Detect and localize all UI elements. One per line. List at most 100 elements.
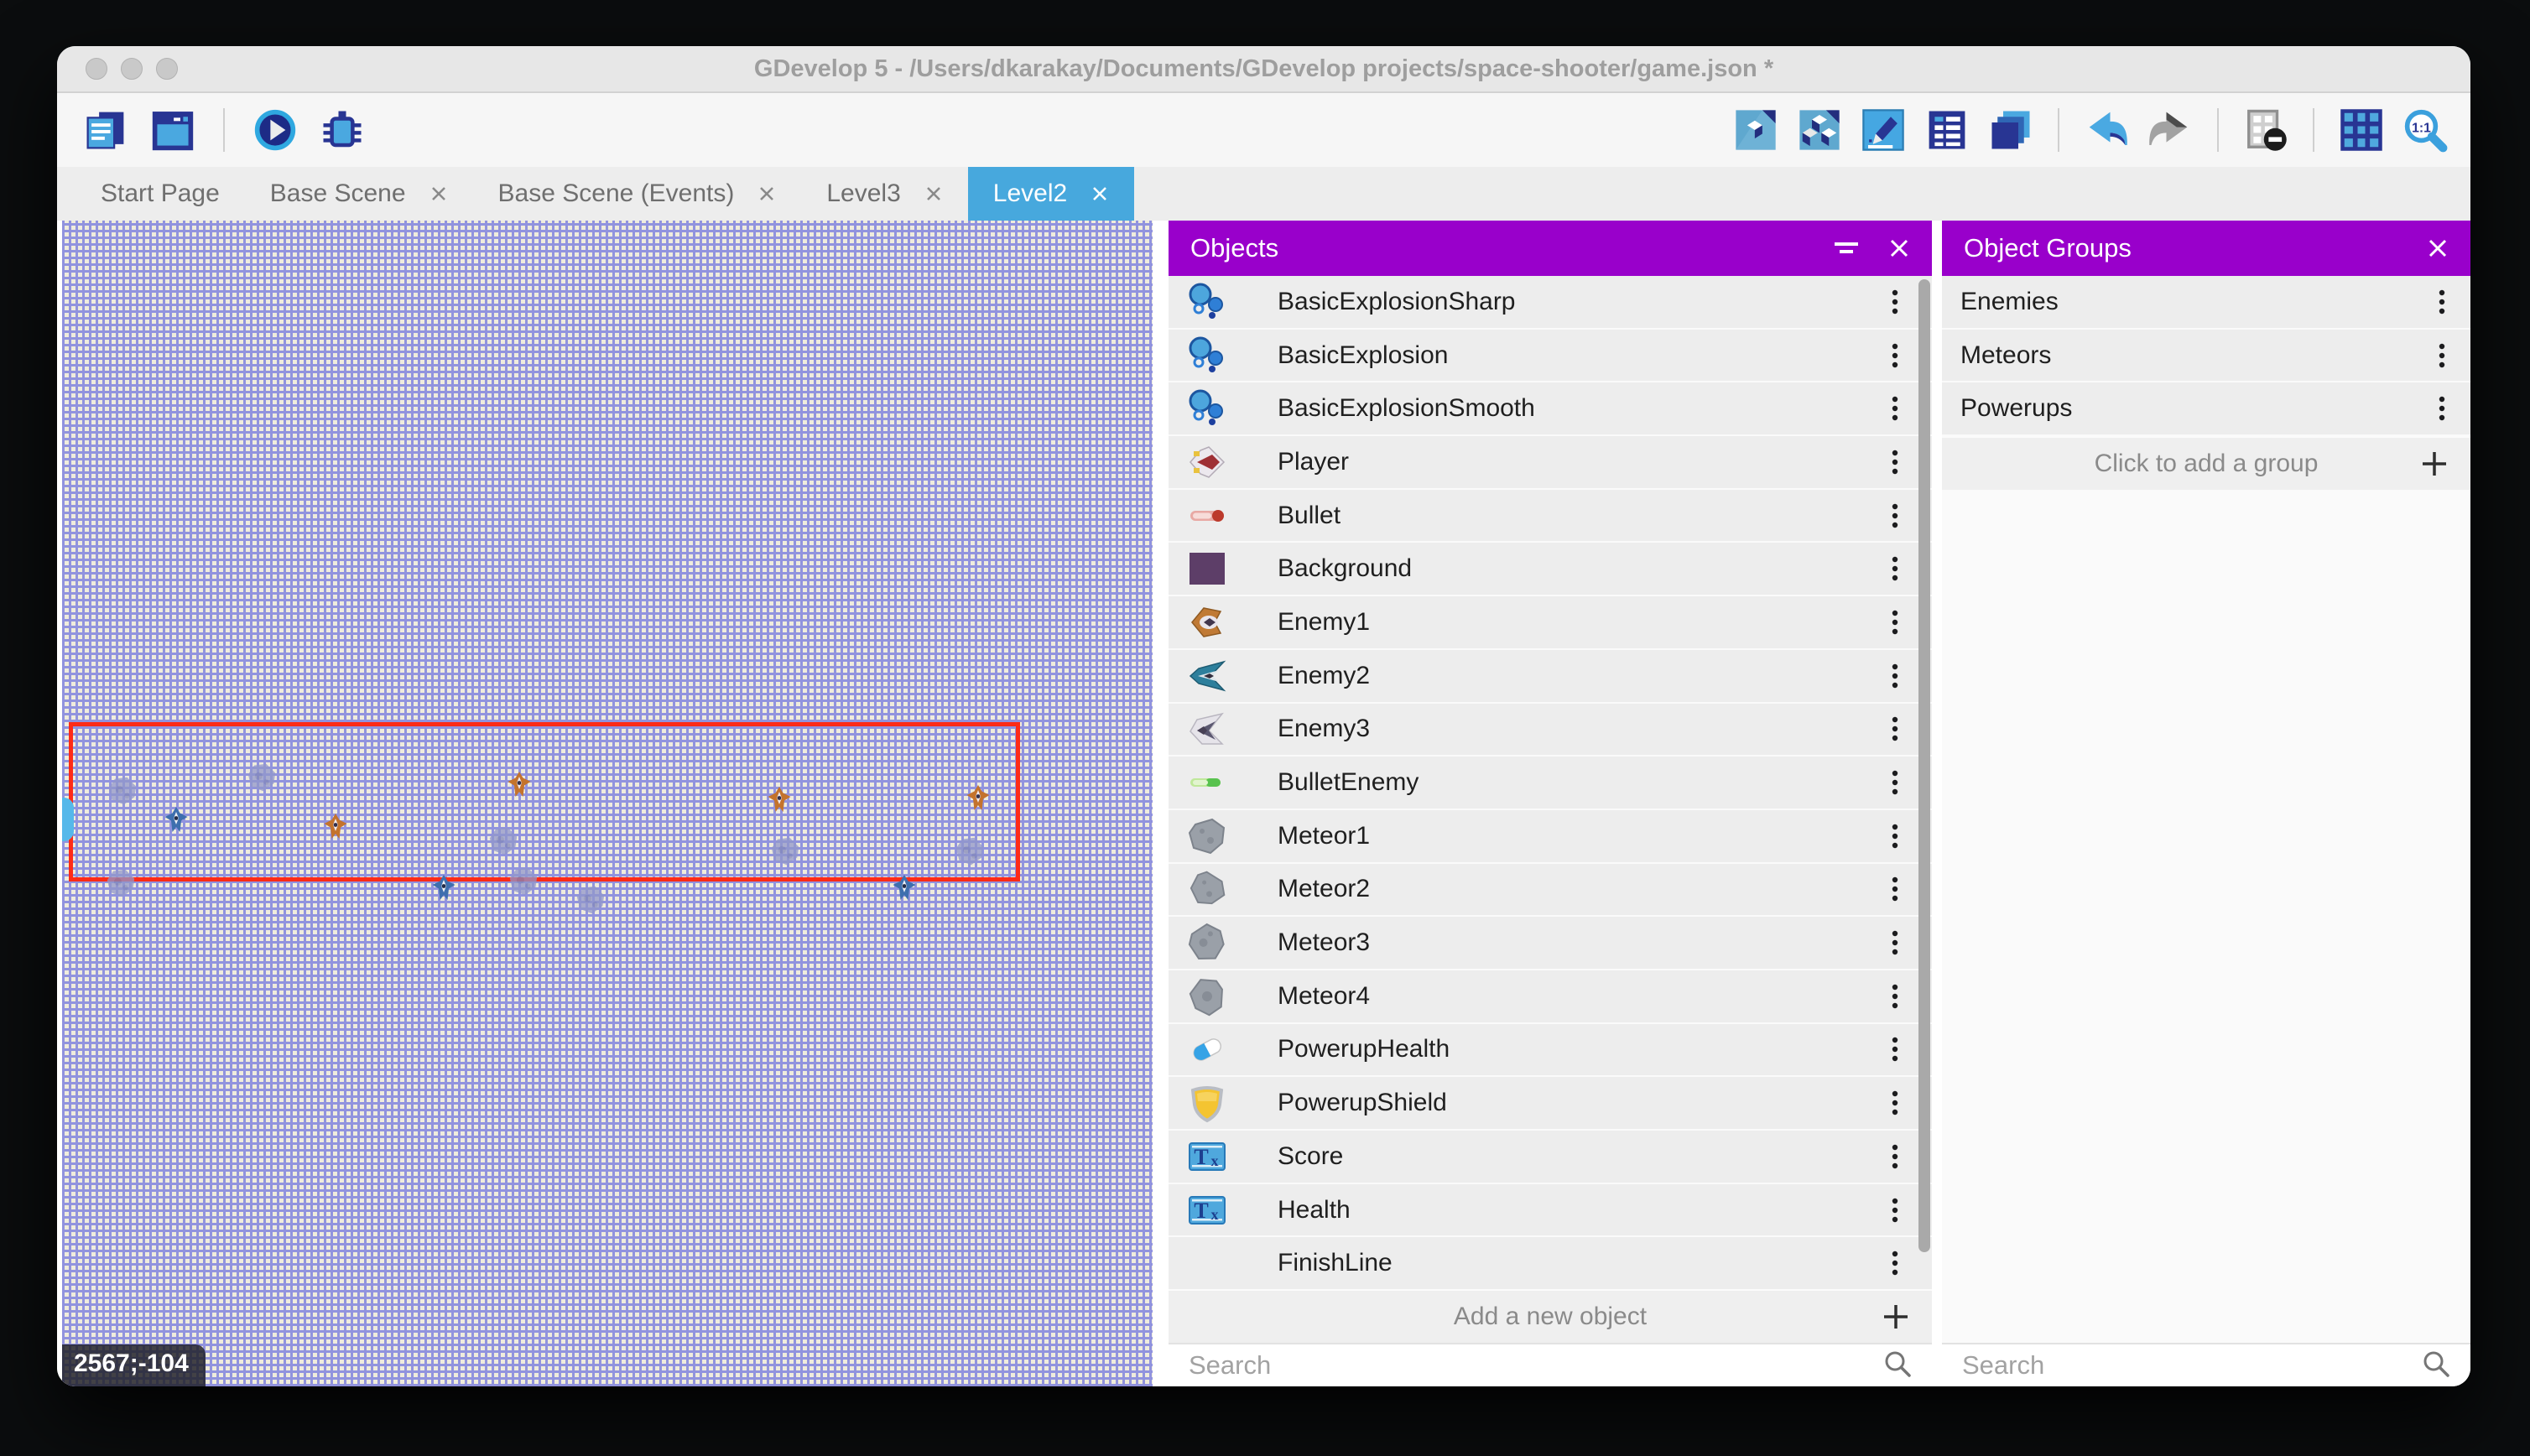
object-menu-icon[interactable] bbox=[1892, 770, 1898, 795]
toggle-grid-icon[interactable] bbox=[2338, 107, 2385, 153]
maximize-window-button[interactable] bbox=[156, 58, 178, 80]
close-tab-icon[interactable] bbox=[757, 185, 776, 203]
undo-icon[interactable] bbox=[2083, 107, 2130, 153]
canvas-instance-enemy-orange[interactable] bbox=[767, 786, 792, 814]
canvas-instance-meteor[interactable] bbox=[247, 762, 277, 793]
tab-base-scene[interactable]: Base Scene bbox=[245, 167, 473, 221]
canvas-instance-enemy-blue[interactable] bbox=[892, 874, 917, 902]
play-icon[interactable] bbox=[252, 107, 299, 153]
object-row[interactable]: PowerupShield bbox=[1169, 1077, 1932, 1131]
object-row[interactable]: PowerupHealth bbox=[1169, 1024, 1932, 1078]
object-menu-icon[interactable] bbox=[1892, 289, 1898, 315]
close-window-button[interactable] bbox=[86, 58, 107, 80]
tab-level3[interactable]: Level3 bbox=[801, 167, 967, 221]
object-row[interactable]: BulletEnemy bbox=[1169, 757, 1932, 810]
canvas-instance-meteor[interactable] bbox=[508, 866, 539, 897]
object-menu-icon[interactable] bbox=[1892, 503, 1898, 528]
objects-scrollbar[interactable] bbox=[1918, 279, 1930, 1252]
object-menu-icon[interactable] bbox=[1892, 1037, 1898, 1062]
zoom-1-1-icon[interactable]: 1:1 bbox=[2402, 107, 2449, 153]
groups-search-input[interactable]: Search bbox=[1942, 1343, 2470, 1386]
canvas-instance-meteor[interactable] bbox=[955, 836, 985, 866]
canvas-instance-meteor[interactable] bbox=[575, 885, 606, 915]
object-row[interactable]: Bullet bbox=[1169, 490, 1932, 543]
group-row[interactable]: Powerups bbox=[1942, 382, 2470, 437]
group-menu-icon[interactable] bbox=[2439, 289, 2445, 315]
object-row[interactable]: BasicExplosionSharp bbox=[1169, 276, 1932, 330]
open-properties-icon[interactable] bbox=[1860, 107, 1907, 153]
minimize-window-button[interactable] bbox=[121, 58, 143, 80]
project-manager-icon[interactable] bbox=[82, 107, 129, 153]
object-menu-icon[interactable] bbox=[1892, 984, 1898, 1009]
object-row[interactable]: FinishLine bbox=[1169, 1237, 1932, 1292]
object-menu-icon[interactable] bbox=[1892, 1251, 1898, 1276]
object-menu-icon[interactable] bbox=[1892, 396, 1898, 421]
canvas-instance-enemy-orange[interactable] bbox=[323, 813, 348, 840]
close-tab-icon[interactable] bbox=[1091, 185, 1109, 203]
object-menu-icon[interactable] bbox=[1892, 556, 1898, 581]
canvas-instance-meteor[interactable] bbox=[770, 836, 800, 866]
open-instances-list-icon[interactable] bbox=[1924, 107, 1970, 153]
canvas-instance-meteor[interactable] bbox=[107, 776, 138, 806]
close-panel-icon[interactable] bbox=[2427, 237, 2449, 259]
canvas-instance-meteor[interactable] bbox=[106, 868, 136, 898]
object-menu-icon[interactable] bbox=[1892, 1144, 1898, 1169]
group-row[interactable]: Enemies bbox=[1942, 276, 2470, 330]
object-row[interactable]: Meteor4 bbox=[1169, 970, 1932, 1024]
object-menu-icon[interactable] bbox=[1892, 343, 1898, 368]
tab-level2[interactable]: Level2 bbox=[967, 167, 1135, 221]
object-row[interactable]: Enemy1 bbox=[1169, 596, 1932, 650]
toggle-mask-icon[interactable] bbox=[2242, 107, 2289, 153]
object-menu-icon[interactable] bbox=[1892, 716, 1898, 741]
object-row[interactable]: Enemy2 bbox=[1169, 650, 1932, 704]
object-menu-icon[interactable] bbox=[1892, 1198, 1898, 1223]
canvas-edge-handle[interactable] bbox=[62, 798, 74, 841]
object-menu-icon[interactable] bbox=[1892, 610, 1898, 635]
object-row[interactable]: BasicExplosionSmooth bbox=[1169, 382, 1932, 437]
objects-search-input[interactable]: Search bbox=[1169, 1343, 1932, 1386]
redo-icon[interactable] bbox=[2147, 107, 2194, 153]
object-menu-icon[interactable] bbox=[1892, 663, 1898, 689]
object-menu-icon[interactable] bbox=[1892, 930, 1898, 955]
close-tab-icon[interactable] bbox=[924, 185, 943, 203]
group-menu-icon[interactable] bbox=[2439, 396, 2445, 421]
open-layers-icon[interactable] bbox=[1987, 107, 2034, 153]
object-row[interactable]: BasicExplosion bbox=[1169, 330, 1932, 383]
group-menu-icon[interactable] bbox=[2439, 343, 2445, 368]
group-row[interactable]: Meteors bbox=[1942, 329, 2470, 383]
add-object-button[interactable]: Add a new object bbox=[1169, 1289, 1932, 1343]
object-row[interactable]: Enemy3 bbox=[1169, 704, 1932, 757]
object-row[interactable]: Meteor3 bbox=[1169, 917, 1932, 970]
close-tab-icon[interactable] bbox=[429, 185, 448, 203]
svg-text:x: x bbox=[1211, 1206, 1219, 1223]
object-menu-icon[interactable] bbox=[1892, 824, 1898, 849]
open-objects-icon[interactable] bbox=[1732, 107, 1779, 153]
close-panel-icon[interactable] bbox=[1888, 237, 1910, 259]
scene-editor-icon[interactable] bbox=[149, 107, 196, 153]
object-row[interactable]: Meteor2 bbox=[1169, 864, 1932, 918]
debug-icon[interactable] bbox=[319, 107, 366, 153]
scene-canvas[interactable]: 2567;-104 bbox=[62, 221, 1153, 1386]
tab-start-page[interactable]: Start Page bbox=[101, 179, 220, 207]
canvas-instance-enemy-orange[interactable] bbox=[966, 784, 991, 812]
object-row[interactable]: Player bbox=[1169, 436, 1932, 490]
object-menu-icon[interactable] bbox=[1892, 876, 1898, 902]
canvas-instance-enemy-blue[interactable] bbox=[164, 806, 189, 834]
tab-base-scene-events[interactable]: Base Scene (Events) bbox=[473, 167, 802, 221]
svg-text:1:1: 1:1 bbox=[2412, 121, 2431, 135]
canvas-instance-meteor[interactable] bbox=[488, 826, 518, 856]
object-menu-icon[interactable] bbox=[1892, 450, 1898, 475]
object-row[interactable]: Background bbox=[1169, 543, 1932, 597]
search-icon bbox=[2422, 1349, 2450, 1382]
open-object-groups-icon[interactable] bbox=[1796, 107, 1843, 153]
object-menu-icon[interactable] bbox=[1892, 1090, 1898, 1115]
canvas-instance-enemy-orange[interactable] bbox=[507, 771, 532, 798]
add-group-button[interactable]: Click to add a group bbox=[1942, 436, 2470, 491]
canvas-instance-enemy-blue[interactable] bbox=[431, 874, 456, 902]
object-row[interactable]: Meteor1 bbox=[1169, 810, 1932, 864]
selection-rectangle[interactable] bbox=[69, 722, 1020, 881]
filter-icon[interactable] bbox=[1835, 241, 1860, 256]
